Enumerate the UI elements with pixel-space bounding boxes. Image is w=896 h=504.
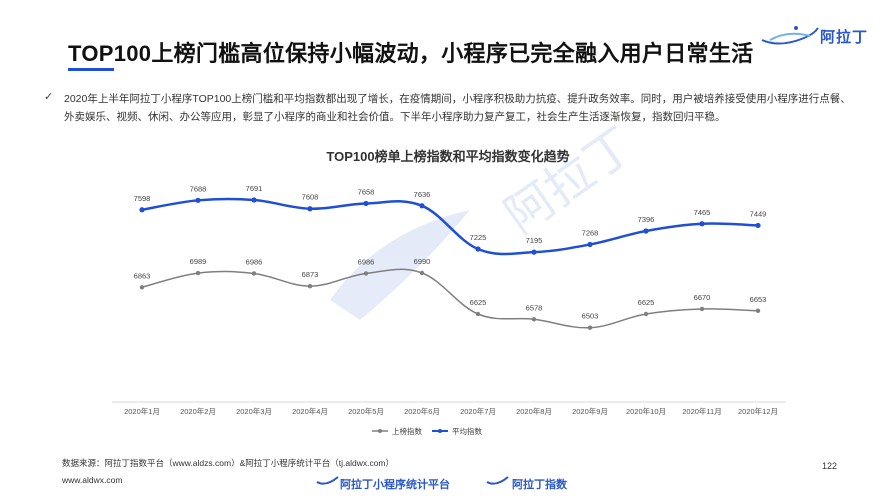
x-tick-label: 2020年9月 xyxy=(572,406,608,416)
legend-marker xyxy=(438,429,442,433)
data-label: 7688 xyxy=(190,184,207,193)
legend-item: 上榜指数 xyxy=(372,426,422,436)
chart-title: TOP100榜单上榜指数和平均指数变化趋势 xyxy=(326,149,570,164)
data-label: 7225 xyxy=(470,233,487,242)
summary-text: 2020年上半年阿拉丁小程序TOP100上榜门槛和平均指数都出现了增长，在疫情期… xyxy=(64,93,851,123)
data-point xyxy=(643,228,649,234)
data-label: 6989 xyxy=(190,257,207,266)
data-point xyxy=(363,271,369,276)
data-label: 7691 xyxy=(246,184,263,193)
x-tick-label: 2020年5月 xyxy=(348,406,384,416)
data-label: 6503 xyxy=(582,312,599,321)
data-label: 7658 xyxy=(358,187,375,196)
data-point xyxy=(755,222,761,229)
swoosh-icon xyxy=(486,476,509,485)
footer-brand-stats: 阿拉丁小程序统计平台 xyxy=(340,479,450,491)
aladdin-lamp-logo xyxy=(761,26,819,45)
data-label: 6653 xyxy=(750,295,767,304)
data-point xyxy=(307,206,313,212)
data-label: 6578 xyxy=(526,303,543,312)
data-point xyxy=(643,311,649,317)
x-tick-label: 2020年11月 xyxy=(682,406,721,416)
data-point xyxy=(363,200,369,207)
data-label: 7396 xyxy=(638,215,655,224)
data-source: 数据来源：阿拉丁指数平台（www.aldzs.com）&阿拉丁小程序统计平台（t… xyxy=(62,458,395,468)
x-tick-label: 2020年6月 xyxy=(404,406,440,416)
data-label: 6670 xyxy=(694,293,711,302)
website-link[interactable]: www.aldwx.com xyxy=(62,475,123,485)
watermark-text: 阿拉丁 xyxy=(495,116,645,244)
data-label: 6625 xyxy=(638,298,655,307)
x-tick-label: 2020年3月 xyxy=(236,406,272,416)
data-label: 6863 xyxy=(134,271,151,280)
data-point xyxy=(755,308,761,314)
page-title: TOP100上榜门槛高位保持小幅波动，小程序已完全融入用户日常生活 xyxy=(68,41,754,66)
swoosh-icon xyxy=(316,476,339,485)
data-point xyxy=(531,317,537,322)
footer-brand-index: 阿拉丁指数 xyxy=(512,479,567,491)
series-line xyxy=(141,268,759,329)
data-point xyxy=(195,197,201,203)
legend-label: 平均指数 xyxy=(452,426,482,436)
x-tick-label: 2020年7月 xyxy=(460,406,496,416)
data-point xyxy=(139,207,145,213)
series-average-index: 7598 7688 7691 7608 7658 7636 7225 7195 7268 7396… xyxy=(134,184,767,256)
series-top-index: 6863 6989 6986 6873 6986 6990 6625 6578 6503 6625… xyxy=(134,257,767,330)
data-point xyxy=(587,241,593,248)
data-label: 6990 xyxy=(414,257,431,266)
data-label: 7608 xyxy=(302,193,319,202)
logo-text: 阿拉丁 xyxy=(820,29,869,46)
data-point xyxy=(699,221,705,227)
legend-label: 上榜指数 xyxy=(392,426,422,436)
data-point xyxy=(699,306,705,312)
x-tick-label: 2020年10月 xyxy=(626,406,666,416)
x-tick-label: 2020年12月 xyxy=(738,406,778,416)
data-label: 7598 xyxy=(134,194,151,203)
legend-marker xyxy=(378,429,382,433)
page-number: 122 xyxy=(822,461,838,471)
data-point xyxy=(475,311,481,317)
data-point xyxy=(475,246,481,252)
data-label: 7636 xyxy=(414,190,431,199)
check-icon: ✓ xyxy=(44,91,54,103)
data-point xyxy=(139,285,145,290)
x-tick-label: 2020年1月 xyxy=(124,406,160,416)
data-label: 7268 xyxy=(582,228,599,237)
data-label: 7195 xyxy=(526,236,543,245)
title-underline xyxy=(68,68,114,71)
data-point xyxy=(195,270,201,276)
data-label: 6986 xyxy=(358,257,375,266)
data-label: 7449 xyxy=(750,209,767,218)
x-tick-label: 2020年2月 xyxy=(180,406,216,416)
watermark: 阿拉丁 xyxy=(330,116,645,320)
data-label: 6625 xyxy=(470,298,487,307)
legend-item: 平均指数 xyxy=(432,426,482,436)
data-point xyxy=(531,249,537,255)
x-tick-label: 2020年8月 xyxy=(516,406,552,416)
data-point xyxy=(587,325,593,330)
data-point xyxy=(419,270,425,276)
data-point xyxy=(307,283,313,289)
data-point xyxy=(251,271,257,276)
data-point xyxy=(251,197,257,203)
series-line xyxy=(141,197,759,256)
data-label: 6873 xyxy=(302,270,319,279)
data-point xyxy=(419,203,425,209)
data-label: 6986 xyxy=(246,257,263,266)
x-tick-label: 2020年4月 xyxy=(292,406,328,416)
data-label: 7465 xyxy=(694,208,711,217)
